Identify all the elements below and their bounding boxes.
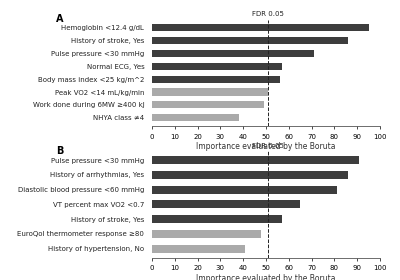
Bar (152, 186, 337, 194)
Bar (152, 245, 246, 253)
Bar (152, 37, 348, 44)
Bar (152, 63, 282, 70)
Bar (152, 230, 262, 238)
Text: A: A (56, 14, 64, 24)
Bar (152, 215, 282, 223)
Bar (152, 76, 280, 83)
Bar (152, 50, 314, 57)
Text: B: B (56, 146, 64, 156)
Bar (152, 101, 264, 108)
Bar (152, 114, 239, 121)
Bar (152, 88, 268, 95)
Bar (152, 156, 360, 164)
Text: FDR 0.05: FDR 0.05 (252, 143, 284, 149)
Text: FDR 0.05: FDR 0.05 (252, 11, 284, 17)
X-axis label: Importance evaluated by the Boruta: Importance evaluated by the Boruta (196, 143, 336, 151)
Bar (152, 24, 369, 31)
Bar (152, 171, 348, 179)
Bar (152, 200, 300, 209)
X-axis label: Importance evaluated by the Boruta: Importance evaluated by the Boruta (196, 274, 336, 280)
